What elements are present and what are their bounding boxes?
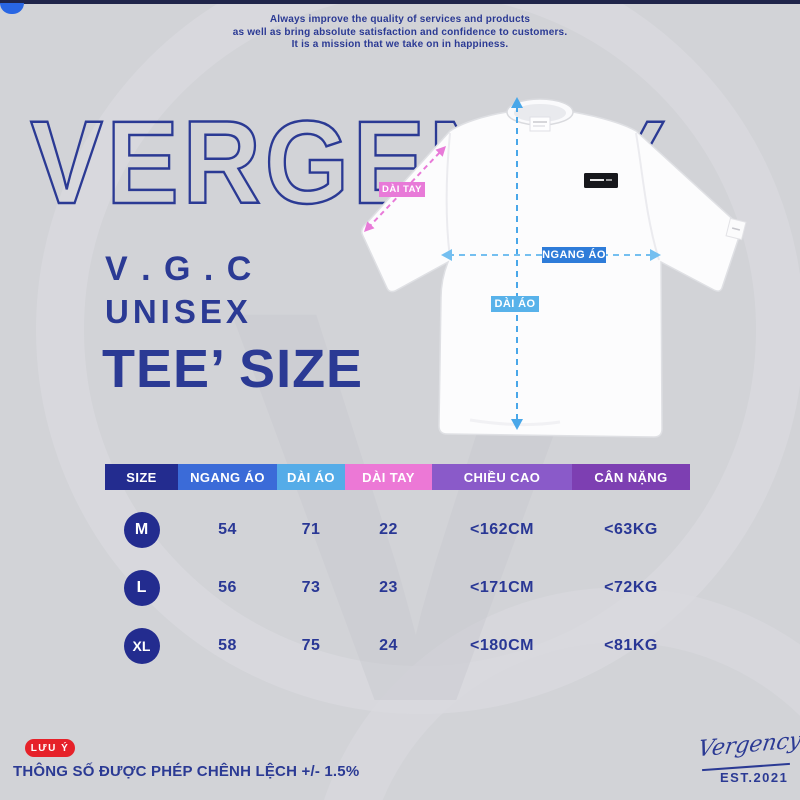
column-header-0: SIZE: [105, 464, 178, 490]
cell-l-2: 23: [379, 579, 398, 596]
size-badge-l: L: [123, 570, 160, 606]
brand-tagline: Always improve the quality of services a…: [180, 14, 620, 52]
established-year: EST.2021: [720, 770, 789, 785]
tshirt-shape: [360, 100, 742, 438]
cell-xl-2: 24: [379, 637, 398, 654]
tolerance-note: THÔNG SỐ ĐƯỢC PHÉP CHÊNH LỆCH +/- 1.5%: [13, 763, 360, 780]
sleeve-brand-tag: [725, 217, 747, 241]
top-accent-bar: [0, 0, 800, 4]
table-row-m: M 54 71 22 <162CM <63KG: [105, 512, 690, 548]
note-badge: LƯU Ý: [25, 739, 75, 757]
collection-unisex: UNISEX: [105, 293, 252, 330]
cell-xl-3: <180CM: [470, 637, 534, 654]
collar-inner: [514, 104, 566, 122]
cell-xl-4: <81KG: [604, 637, 658, 654]
column-header-3: DÀI TAY: [345, 464, 432, 490]
cell-xl-1: 75: [301, 637, 321, 654]
cell-l-0: 56: [218, 579, 237, 596]
cell-m-4: <63KG: [604, 521, 658, 538]
chest-width-chip: NGANG ÁO: [542, 247, 606, 263]
blue-notch-decoration: [0, 3, 24, 14]
cell-size-m: M: [105, 512, 178, 548]
tagline-line-2: as well as bring absolute satisfaction a…: [232, 26, 568, 38]
column-header-4: CHIỀU CAO: [432, 464, 572, 490]
cell-m-2: 22: [379, 521, 398, 538]
collar-brand-tag: [529, 116, 551, 132]
cell-l-3: <171CM: [470, 579, 534, 596]
cell-l-1: 73: [301, 579, 321, 596]
tshirt-diagram: [360, 97, 747, 438]
table-row-l: L 56 73 23 <171CM <72KG: [105, 570, 690, 606]
size-table-header: SIZE NGANG ÁO DÀI ÁO DÀI TAY CHIỀU CAO CÂN NẶ…: [105, 464, 690, 490]
length-measure-line: [511, 97, 523, 430]
left-sleeve-seam: [445, 132, 451, 259]
cell-xl-0: 58: [218, 637, 237, 654]
column-header-5: CÂN NẶNG: [572, 464, 690, 490]
shirt-length-chip: DÀI ÁO: [491, 296, 539, 312]
table-row-xl: XL 58 75 24 <180CM <81KG: [105, 628, 690, 664]
cell-m-1: 71: [301, 521, 321, 538]
sleeve-length-chip: DÀI TAY: [379, 182, 425, 197]
cell-m-3: <162CM: [470, 521, 534, 538]
cell-l-4: <72KG: [604, 579, 658, 596]
column-header-1: NGANG ÁO: [178, 464, 277, 490]
size-badge-xl: XL: [123, 628, 160, 664]
tagline-line-3: It is a mission that we take on in happi…: [291, 39, 509, 50]
sleeve-measure-line: [364, 146, 446, 232]
collection-tee-size: TEE’ SIZE: [102, 339, 364, 399]
cell-m-0: 54: [218, 521, 237, 538]
cell-size-xl: XL: [105, 628, 178, 664]
chest-brand-patch: [584, 173, 618, 188]
size-badge-m: M: [123, 512, 160, 548]
tagline-line-1: Always improve the quality of services a…: [269, 14, 531, 25]
ring-watermark-bottom: [323, 587, 800, 800]
column-header-2: DÀI ÁO: [277, 464, 345, 490]
cell-size-l: L: [105, 570, 178, 606]
collection-code: V . G . C: [105, 250, 254, 288]
right-sleeve-seam: [635, 132, 660, 261]
size-table-body: M 54 71 22 <162CM <63KG L 56 73 23 <171CM <72KG XL 58…: [105, 512, 690, 686]
